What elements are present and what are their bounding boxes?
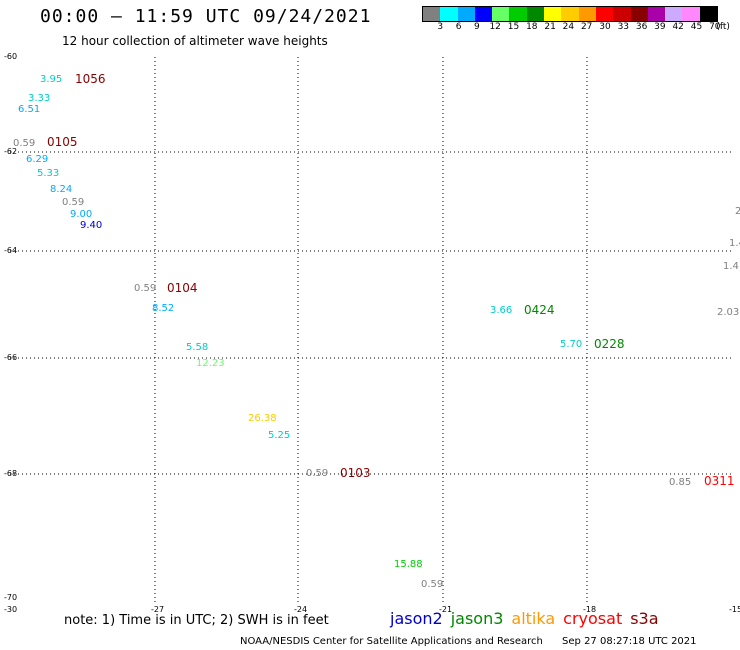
legend-label: 24 <box>562 22 575 32</box>
map-subtitle: 12 hour collection of altimeter wave hei… <box>62 34 328 48</box>
legend-swatch <box>440 7 458 21</box>
credit-text: NOAA/NESDIS Center for Satellite Applica… <box>240 636 543 647</box>
legend-label: 45 <box>690 22 703 32</box>
color-scale-legend <box>422 6 719 22</box>
legend-label: 12 <box>489 22 501 32</box>
wave-height-value: 1.4 <box>723 261 739 272</box>
wave-height-value: 9.00 <box>70 209 92 220</box>
wave-height-value: 5.33 <box>37 168 59 179</box>
wave-height-value: 5.25 <box>268 430 290 441</box>
legend-swatch <box>423 7 441 21</box>
wave-height-value: 1.4 <box>729 238 740 249</box>
satellite-name-jason2: jason2 <box>390 609 443 628</box>
wave-height-value: 8.52 <box>152 303 174 314</box>
legend-label: 70 <box>709 22 721 32</box>
wave-height-value: 2.03 <box>717 307 739 318</box>
wave-height-value: 15.88 <box>394 559 423 570</box>
wave-height-value: 9.40 <box>80 220 102 231</box>
legend-label: 30 <box>599 22 611 32</box>
longitude-tick-label: -30 <box>4 605 17 614</box>
legend-swatch <box>647 7 666 21</box>
latitude-tick-label: -68 <box>4 469 17 478</box>
satellite-name-altika: altika <box>511 609 556 628</box>
legend-label: 15 <box>507 22 520 32</box>
legend-label: 6 <box>455 22 462 32</box>
legend-swatch <box>509 7 527 21</box>
legend-swatch <box>699 7 718 21</box>
legend-label: 42 <box>672 22 684 32</box>
wave-height-value: 0.59 <box>13 138 35 149</box>
wave-height-value: 0.59 <box>62 197 84 208</box>
longitude-tick-label: -15 <box>729 605 740 614</box>
legend-swatch <box>544 7 562 21</box>
wave-height-value: 6.51 <box>18 104 40 115</box>
pass-time-label: 1056 <box>75 72 106 86</box>
legend-label: 39 <box>654 22 666 32</box>
legend-label: 27 <box>580 22 593 32</box>
legend-label: 36 <box>635 22 648 32</box>
latitude-tick-label: -70 <box>4 593 17 602</box>
legend-swatch <box>492 7 510 21</box>
pass-time-label: 0104 <box>167 281 198 295</box>
pass-time-label: 0424 <box>524 303 555 317</box>
legend-label: 9 <box>474 22 480 32</box>
wave-height-value: 3.95 <box>40 74 62 85</box>
longitude-tick-label: -21 <box>439 605 452 614</box>
footer-note: note: 1) Time is in UTC; 2) SWH is in fe… <box>64 613 329 628</box>
satellite-name-s3a: s3a <box>630 609 659 628</box>
wave-height-value: 12.23 <box>196 358 225 369</box>
pass-time-label: 0103 <box>340 466 371 480</box>
latitude-tick-label: -64 <box>4 246 17 255</box>
legend-swatch <box>630 7 648 21</box>
wave-height-value: 0.59 <box>421 579 443 590</box>
legend-swatch <box>665 7 683 21</box>
wave-height-value: 0.59 <box>306 468 328 479</box>
latitude-tick-label: -60 <box>4 52 17 61</box>
legend-swatch <box>682 7 700 21</box>
wave-height-value: 0.85 <box>669 477 691 488</box>
legend-label: 33 <box>617 22 630 32</box>
legend-swatch <box>526 7 545 21</box>
pass-time-label: 0311 <box>704 474 735 488</box>
wave-height-value: 5.70 <box>560 339 582 350</box>
wave-height-value: 3.33 <box>28 93 50 104</box>
pass-time-label: 0228 <box>594 337 625 351</box>
wave-height-value: 2 <box>735 206 740 217</box>
legend-swatch <box>595 7 614 21</box>
legend-swatch <box>578 7 596 21</box>
wave-height-value: 0.59 <box>134 283 156 294</box>
longitude-tick-label: -27 <box>151 605 164 614</box>
pass-time-label: 0105 <box>47 135 78 149</box>
longitude-tick-label: -18 <box>583 605 596 614</box>
legend-swatch <box>474 7 493 21</box>
wave-height-value: 26.38 <box>248 413 277 424</box>
legend-label: (ft) <box>716 22 730 32</box>
legend-swatch <box>561 7 579 21</box>
legend-label: 18 <box>526 22 538 32</box>
color-scale-labels: 3 6 9 12 15 18 21 24 27 30 33 36 39 42 45 70 (ft) <box>422 22 740 34</box>
wave-height-value: 8.24 <box>50 184 72 195</box>
satellite-name-jason3: jason3 <box>450 609 504 628</box>
wave-height-value: 3.66 <box>490 305 512 316</box>
legend-label: 21 <box>544 22 556 32</box>
longitude-tick-label: -24 <box>294 605 307 614</box>
wave-height-value: 5.58 <box>186 342 208 353</box>
legend-swatch <box>613 7 631 21</box>
latitude-tick-label: -66 <box>4 353 17 362</box>
legend-swatch <box>457 7 475 21</box>
generated-timestamp: Sep 27 08:27:18 UTC 2021 <box>562 636 697 647</box>
satellite-legend: jason2 jason3 altika cryosat s3a <box>390 609 667 628</box>
legend-label: 3 <box>437 22 444 32</box>
wave-height-value: 6.29 <box>26 154 48 165</box>
footer-credit: NOAA/NESDIS Center for Satellite Applica… <box>240 636 713 647</box>
map-title: 00:00 – 11:59 UTC 09/24/2021 <box>40 6 372 27</box>
satellite-name-cryosat: cryosat <box>563 609 623 628</box>
latitude-tick-label: -62 <box>4 147 17 156</box>
